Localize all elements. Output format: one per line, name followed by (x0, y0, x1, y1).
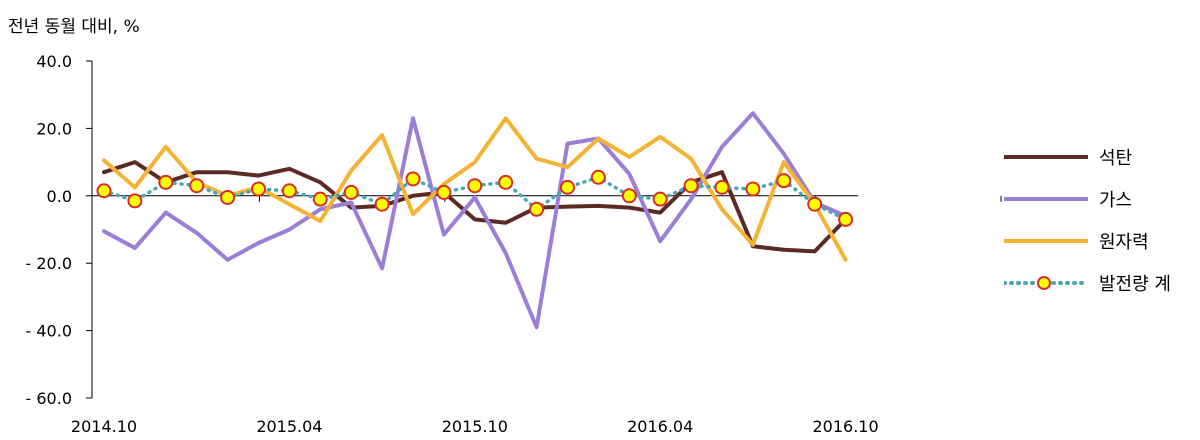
x-tick-label: 2016.10 (813, 417, 879, 436)
x-tick-label: 2014.10 (71, 417, 137, 436)
data-point-marker (158, 174, 174, 190)
data-point-marker (251, 181, 266, 197)
data-point-marker (436, 184, 452, 200)
x-tick-label: 2015.04 (256, 417, 322, 436)
x-tick-label: 2015.10 (442, 417, 508, 436)
data-point-marker (312, 191, 328, 207)
data-point-marker (343, 184, 359, 200)
y-tick-label: 0.0 (47, 187, 72, 206)
data-point-marker (838, 211, 854, 227)
data-point-marker (189, 178, 205, 194)
y-tick-label: - 20.0 (26, 254, 72, 273)
series-group (96, 111, 854, 330)
series-line-0 (102, 160, 848, 254)
legend-swatch-coal (1004, 155, 1088, 159)
data-point-marker (683, 178, 699, 194)
data-point-marker (621, 188, 637, 204)
data-point-marker (745, 181, 761, 197)
x-axis: 2014.10 2015.04 2015.10 2016.04 2016.10 (71, 195, 1002, 436)
y-axis: 40.0 20.0 0.0 - 20.0 - 40.0 - 60.0 (26, 52, 93, 408)
legend-label-gas: 가스 (1099, 190, 1133, 211)
data-point-marker (776, 173, 792, 189)
legend: 석탄 가스 원자력 발전량 계 (1004, 143, 1194, 311)
y-tick-label: 20.0 (36, 119, 72, 138)
legend-label-coal: 석탄 (1099, 148, 1133, 169)
legend-swatch-total (1004, 276, 1090, 290)
y-tick-label: 40.0 (36, 52, 72, 71)
data-point-marker (220, 189, 236, 205)
series-line-1 (102, 111, 848, 330)
data-point-marker (807, 196, 823, 212)
data-point-marker (405, 171, 421, 187)
legend-swatch-gas (1004, 197, 1088, 201)
data-point-marker (560, 179, 575, 195)
x-tick-label: 2016.04 (627, 417, 693, 436)
legend-item-total: 발전량 계 (1004, 269, 1194, 311)
data-point-marker (590, 169, 606, 185)
data-point-marker (529, 201, 545, 217)
y-tick-label: - 40.0 (26, 322, 72, 341)
legend-item-gas: 가스 (1004, 185, 1194, 227)
legend-item-nuclear: 원자력 (1004, 227, 1194, 269)
legend-label-nuclear: 원자력 (1099, 232, 1149, 253)
data-point-marker (127, 193, 143, 209)
y-axis-unit-label: 전년 동월 대비, % (8, 17, 140, 37)
data-point-marker (498, 174, 514, 190)
data-point-marker (96, 183, 112, 199)
data-point-marker (714, 179, 730, 195)
data-point-marker (374, 196, 390, 212)
data-point-marker (467, 178, 483, 194)
legend-item-coal: 석탄 (1004, 143, 1194, 185)
y-tick-label: - 60.0 (26, 389, 72, 408)
data-point-marker (281, 183, 297, 199)
legend-swatch-nuclear (1004, 239, 1088, 243)
legend-label-total: 발전량 계 (1099, 274, 1171, 295)
data-point-marker (652, 191, 668, 207)
